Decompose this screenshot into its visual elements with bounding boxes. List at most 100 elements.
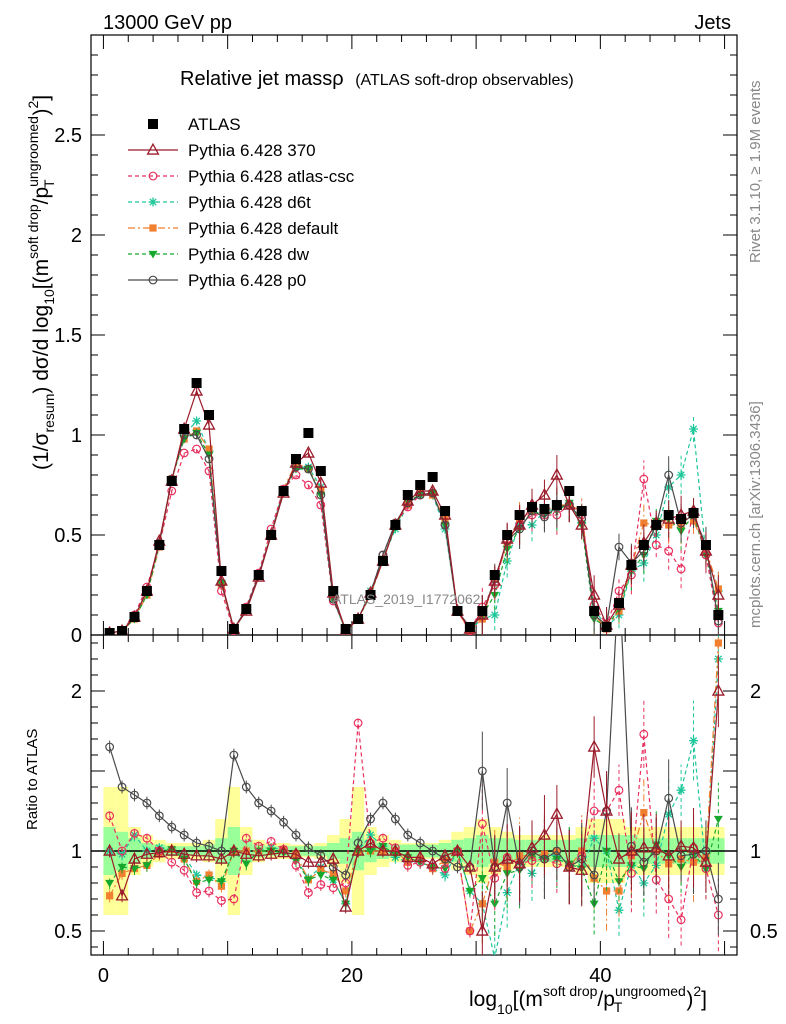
data-point xyxy=(676,470,686,480)
data-point xyxy=(589,806,599,816)
data-point xyxy=(700,540,711,550)
legend-entry: Pythia 6.428 default xyxy=(128,219,339,238)
y-tick-label-ratio-right: 2 xyxy=(750,681,761,703)
data-point xyxy=(105,742,115,752)
data-point xyxy=(341,870,351,880)
data-point xyxy=(401,493,415,506)
data-point xyxy=(328,586,339,596)
data-point xyxy=(266,836,276,846)
data-point xyxy=(290,454,301,464)
plot-title-sub: (ATLAS soft-drop observables) xyxy=(355,72,573,89)
watermark: ATLAS_2019_I1772062 xyxy=(332,591,481,607)
data-point xyxy=(214,851,228,864)
data-point xyxy=(192,416,202,426)
data-point xyxy=(229,894,239,904)
data-point xyxy=(127,851,141,864)
data-point xyxy=(192,444,202,454)
data-point xyxy=(291,860,301,870)
data-point xyxy=(204,876,214,885)
data-point xyxy=(403,830,413,840)
plot-title: Relative jet massρ (ATLAS soft-drop obse… xyxy=(180,68,574,90)
data-point xyxy=(192,838,202,848)
data-point xyxy=(104,628,115,635)
data-point xyxy=(415,838,425,848)
data-point xyxy=(500,851,514,864)
data-point xyxy=(376,843,390,856)
x-tick-label: 0 xyxy=(98,965,109,987)
series-line xyxy=(109,690,719,932)
data-point xyxy=(339,899,353,912)
data-point xyxy=(527,502,538,512)
data-point xyxy=(390,814,400,824)
data-point xyxy=(228,624,239,634)
data-point xyxy=(664,470,674,480)
x-tick-label: 20 xyxy=(341,965,363,987)
y-tick-label-ratio: 2 xyxy=(71,681,82,703)
data-point xyxy=(316,871,326,880)
data-point xyxy=(477,875,487,883)
data-point xyxy=(664,793,674,803)
data-point xyxy=(204,410,215,420)
data-point xyxy=(129,830,139,840)
data-point xyxy=(465,887,475,896)
legend-marker xyxy=(148,197,158,207)
data-point xyxy=(676,514,687,524)
data-point xyxy=(426,856,440,869)
legend-label: Pythia 6.428 dw xyxy=(188,245,310,264)
data-point xyxy=(205,445,213,453)
legend-entry: Pythia 6.428 dw xyxy=(128,245,310,264)
y-tick-label-main: 1 xyxy=(71,425,82,447)
data-point xyxy=(192,430,202,440)
series-line xyxy=(109,635,719,900)
series-main-pythia-6-428-p0 xyxy=(105,430,723,635)
data-point xyxy=(229,750,239,760)
header-left: 13000 GeV pp xyxy=(103,12,232,34)
data-point xyxy=(651,520,662,530)
data-point xyxy=(711,683,725,696)
data-point xyxy=(552,846,562,856)
series-line xyxy=(109,448,719,634)
data-point xyxy=(614,785,624,795)
axis-ticks: 0 20 40 0 0.5 1 1.5 2 2.5 0.5 0.5 1 1 2 2 xyxy=(54,34,778,987)
data-point xyxy=(279,817,288,827)
legend-entry: Pythia 6.428 p0 xyxy=(128,271,306,290)
data-point xyxy=(252,848,266,861)
data-point xyxy=(488,859,502,872)
data-point xyxy=(440,506,451,516)
data-point xyxy=(103,843,117,856)
y-tick-label-main: 0.5 xyxy=(54,525,82,547)
ratio-plot-frame xyxy=(90,634,738,956)
data-point xyxy=(192,879,202,888)
data-point xyxy=(328,883,338,893)
data-point xyxy=(303,428,314,438)
data-point xyxy=(192,888,202,898)
data-point xyxy=(106,892,114,900)
data-point xyxy=(154,540,165,550)
data-point xyxy=(301,854,315,867)
data-point xyxy=(477,819,487,829)
data-point xyxy=(366,847,376,856)
legend: ATLAS Pythia 6.428 370 Pythia 6.428 atlas-… xyxy=(128,115,355,290)
data-point xyxy=(699,543,713,556)
data-point xyxy=(602,887,611,895)
legend-entry: Pythia 6.428 370 xyxy=(128,141,316,160)
data-point xyxy=(266,530,277,540)
data-point xyxy=(513,856,527,869)
legend-label: Pythia 6.428 d6t xyxy=(188,193,311,212)
data-point xyxy=(601,622,612,632)
data-point xyxy=(413,850,427,863)
data-point xyxy=(624,843,638,856)
legend-marker xyxy=(148,119,158,129)
data-point xyxy=(713,894,723,904)
data-point xyxy=(575,862,589,875)
series-line xyxy=(109,434,719,634)
data-point xyxy=(714,639,722,647)
data-point xyxy=(564,486,575,496)
data-point xyxy=(364,835,378,848)
data-point xyxy=(562,859,576,872)
data-point xyxy=(587,739,601,752)
legend-entry: Pythia 6.428 d6t xyxy=(128,193,311,212)
y-tick-label-ratio: 0.5 xyxy=(54,921,82,943)
y-axis-label-ratio: Ratio to ATLAS xyxy=(24,729,41,830)
